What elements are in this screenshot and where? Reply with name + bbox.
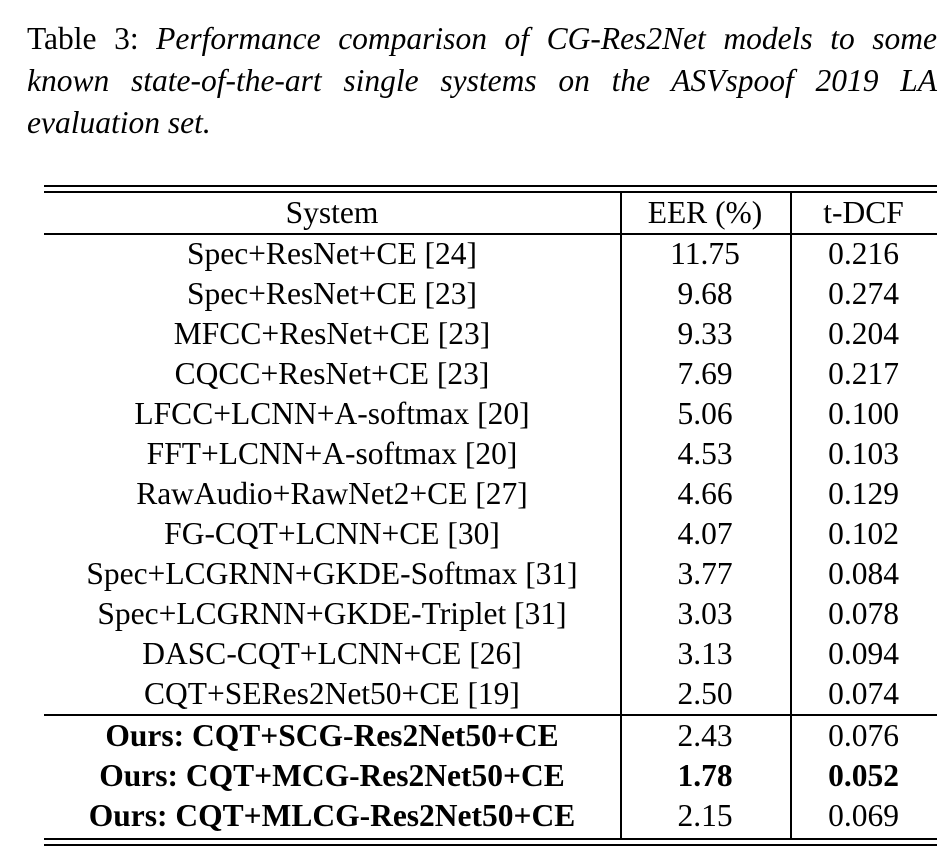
table-row: CQCC+ResNet+CE [23] 7.69 0.217 xyxy=(44,354,937,394)
tdcf-cell: 0.103 xyxy=(828,436,899,471)
system-cell: DASC-CQT+LCNN+CE [26] xyxy=(142,636,522,671)
table-row: LFCC+LCNN+A-softmax [20] 5.06 0.100 xyxy=(44,394,937,434)
tdcf-cell: 0.076 xyxy=(828,718,899,753)
system-cell: RawAudio+RawNet2+CE [27] xyxy=(136,476,528,511)
table-caption: Table 3: Performance comparison of CG-Re… xyxy=(27,18,937,144)
eer-cell: 9.33 xyxy=(677,316,733,351)
caption-label: Table 3: xyxy=(27,21,139,56)
ours-row: Ours: CQT+MCG-Res2Net50+CE 1.78 0.052 xyxy=(44,756,937,796)
eer-cell: 5.06 xyxy=(677,396,733,431)
eer-cell: 2.43 xyxy=(677,718,733,753)
table-row: Spec+ResNet+CE [23] 9.68 0.274 xyxy=(44,274,937,314)
tdcf-cell: 0.078 xyxy=(828,596,899,631)
tdcf-cell: 0.069 xyxy=(828,798,899,833)
system-cell: FFT+LCNN+A-softmax [20] xyxy=(146,436,518,471)
system-cell: LFCC+LCNN+A-softmax [20] xyxy=(134,396,530,431)
ours-row: Ours: CQT+MLCG-Res2Net50+CE 2.15 0.069 xyxy=(44,796,937,836)
system-cell: CQCC+ResNet+CE [23] xyxy=(174,356,490,391)
system-cell: Ours: CQT+MLCG-Res2Net50+CE xyxy=(88,798,576,833)
system-cell: Spec+ResNet+CE [24] xyxy=(186,236,478,271)
tdcf-cell: 0.102 xyxy=(828,516,899,551)
eer-cell: 2.15 xyxy=(677,798,733,833)
table-row: MFCC+ResNet+CE [23] 9.33 0.204 xyxy=(44,314,937,354)
tdcf-cell: 0.129 xyxy=(828,476,899,511)
eer-cell: 4.07 xyxy=(677,516,733,551)
tdcf-cell: 0.204 xyxy=(828,316,899,351)
table-row: Spec+LCGRNN+GKDE-Softmax [31] 3.77 0.084 xyxy=(44,554,937,594)
eer-cell: 3.77 xyxy=(677,556,733,591)
eer-cell: 1.78 xyxy=(677,758,733,793)
tdcf-cell: 0.094 xyxy=(828,636,899,671)
eer-cell: 2.50 xyxy=(677,676,733,711)
system-cell: Spec+ResNet+CE [23] xyxy=(186,276,478,311)
table-row: FG-CQT+LCNN+CE [30] 4.07 0.102 xyxy=(44,514,937,554)
table-row: FFT+LCNN+A-softmax [20] 4.53 0.103 xyxy=(44,434,937,474)
column-divider-2 xyxy=(790,193,792,838)
top-rule-1 xyxy=(44,185,937,187)
system-cell: Spec+LCGRNN+GKDE-Softmax [31] xyxy=(86,556,578,591)
tdcf-cell: 0.100 xyxy=(828,396,899,431)
eer-cell: 3.13 xyxy=(677,636,733,671)
tdcf-cell: 0.074 xyxy=(828,676,899,711)
system-cell: FG-CQT+LCNN+CE [30] xyxy=(164,516,500,551)
eer-cell: 7.69 xyxy=(677,356,733,391)
header-row: System EER (%) t-DCF xyxy=(44,193,937,233)
eer-cell: 9.68 xyxy=(677,276,733,311)
top-rule-2 xyxy=(44,191,937,193)
system-cell: MFCC+ResNet+CE [23] xyxy=(173,316,491,351)
eer-cell: 3.03 xyxy=(677,596,733,631)
table-row: DASC-CQT+LCNN+CE [26] 3.13 0.094 xyxy=(44,634,937,674)
tdcf-cell: 0.217 xyxy=(828,356,899,391)
column-divider-1 xyxy=(620,193,622,838)
table-row: RawAudio+RawNet2+CE [27] 4.66 0.129 xyxy=(44,474,937,514)
table-row: Spec+LCGRNN+GKDE-Triplet [31] 3.03 0.078 xyxy=(44,594,937,634)
caption-text: Performance comparison of CG-Res2Net mod… xyxy=(27,21,938,140)
eer-cell: 4.53 xyxy=(677,436,733,471)
tdcf-cell: 0.274 xyxy=(828,276,899,311)
bottom-rule-2 xyxy=(44,844,937,846)
system-cell: CQT+SERes2Net50+CE [19] xyxy=(144,676,520,711)
table-row: Spec+ResNet+CE [24] 11.75 0.216 xyxy=(44,234,937,274)
ours-row: Ours: CQT+SCG-Res2Net50+CE 2.43 0.076 xyxy=(44,716,937,756)
system-cell: Ours: CQT+MCG-Res2Net50+CE xyxy=(99,758,565,793)
header-system: System xyxy=(285,195,379,230)
eer-cell: 11.75 xyxy=(670,236,740,271)
bottom-rule-1 xyxy=(44,838,937,840)
ours-separator-rule xyxy=(44,714,937,716)
tdcf-cell: 0.052 xyxy=(828,758,899,793)
header-rule xyxy=(44,233,937,235)
eer-cell: 4.66 xyxy=(677,476,733,511)
header-eer: EER (%) xyxy=(647,195,763,230)
system-cell: Spec+LCGRNN+GKDE-Triplet [31] xyxy=(97,596,567,631)
system-cell: Ours: CQT+SCG-Res2Net50+CE xyxy=(105,718,559,753)
table-row: CQT+SERes2Net50+CE [19] 2.50 0.074 xyxy=(44,674,937,714)
tdcf-cell: 0.084 xyxy=(828,556,899,591)
header-tdcf: t-DCF xyxy=(823,195,904,230)
tdcf-cell: 0.216 xyxy=(828,236,899,271)
